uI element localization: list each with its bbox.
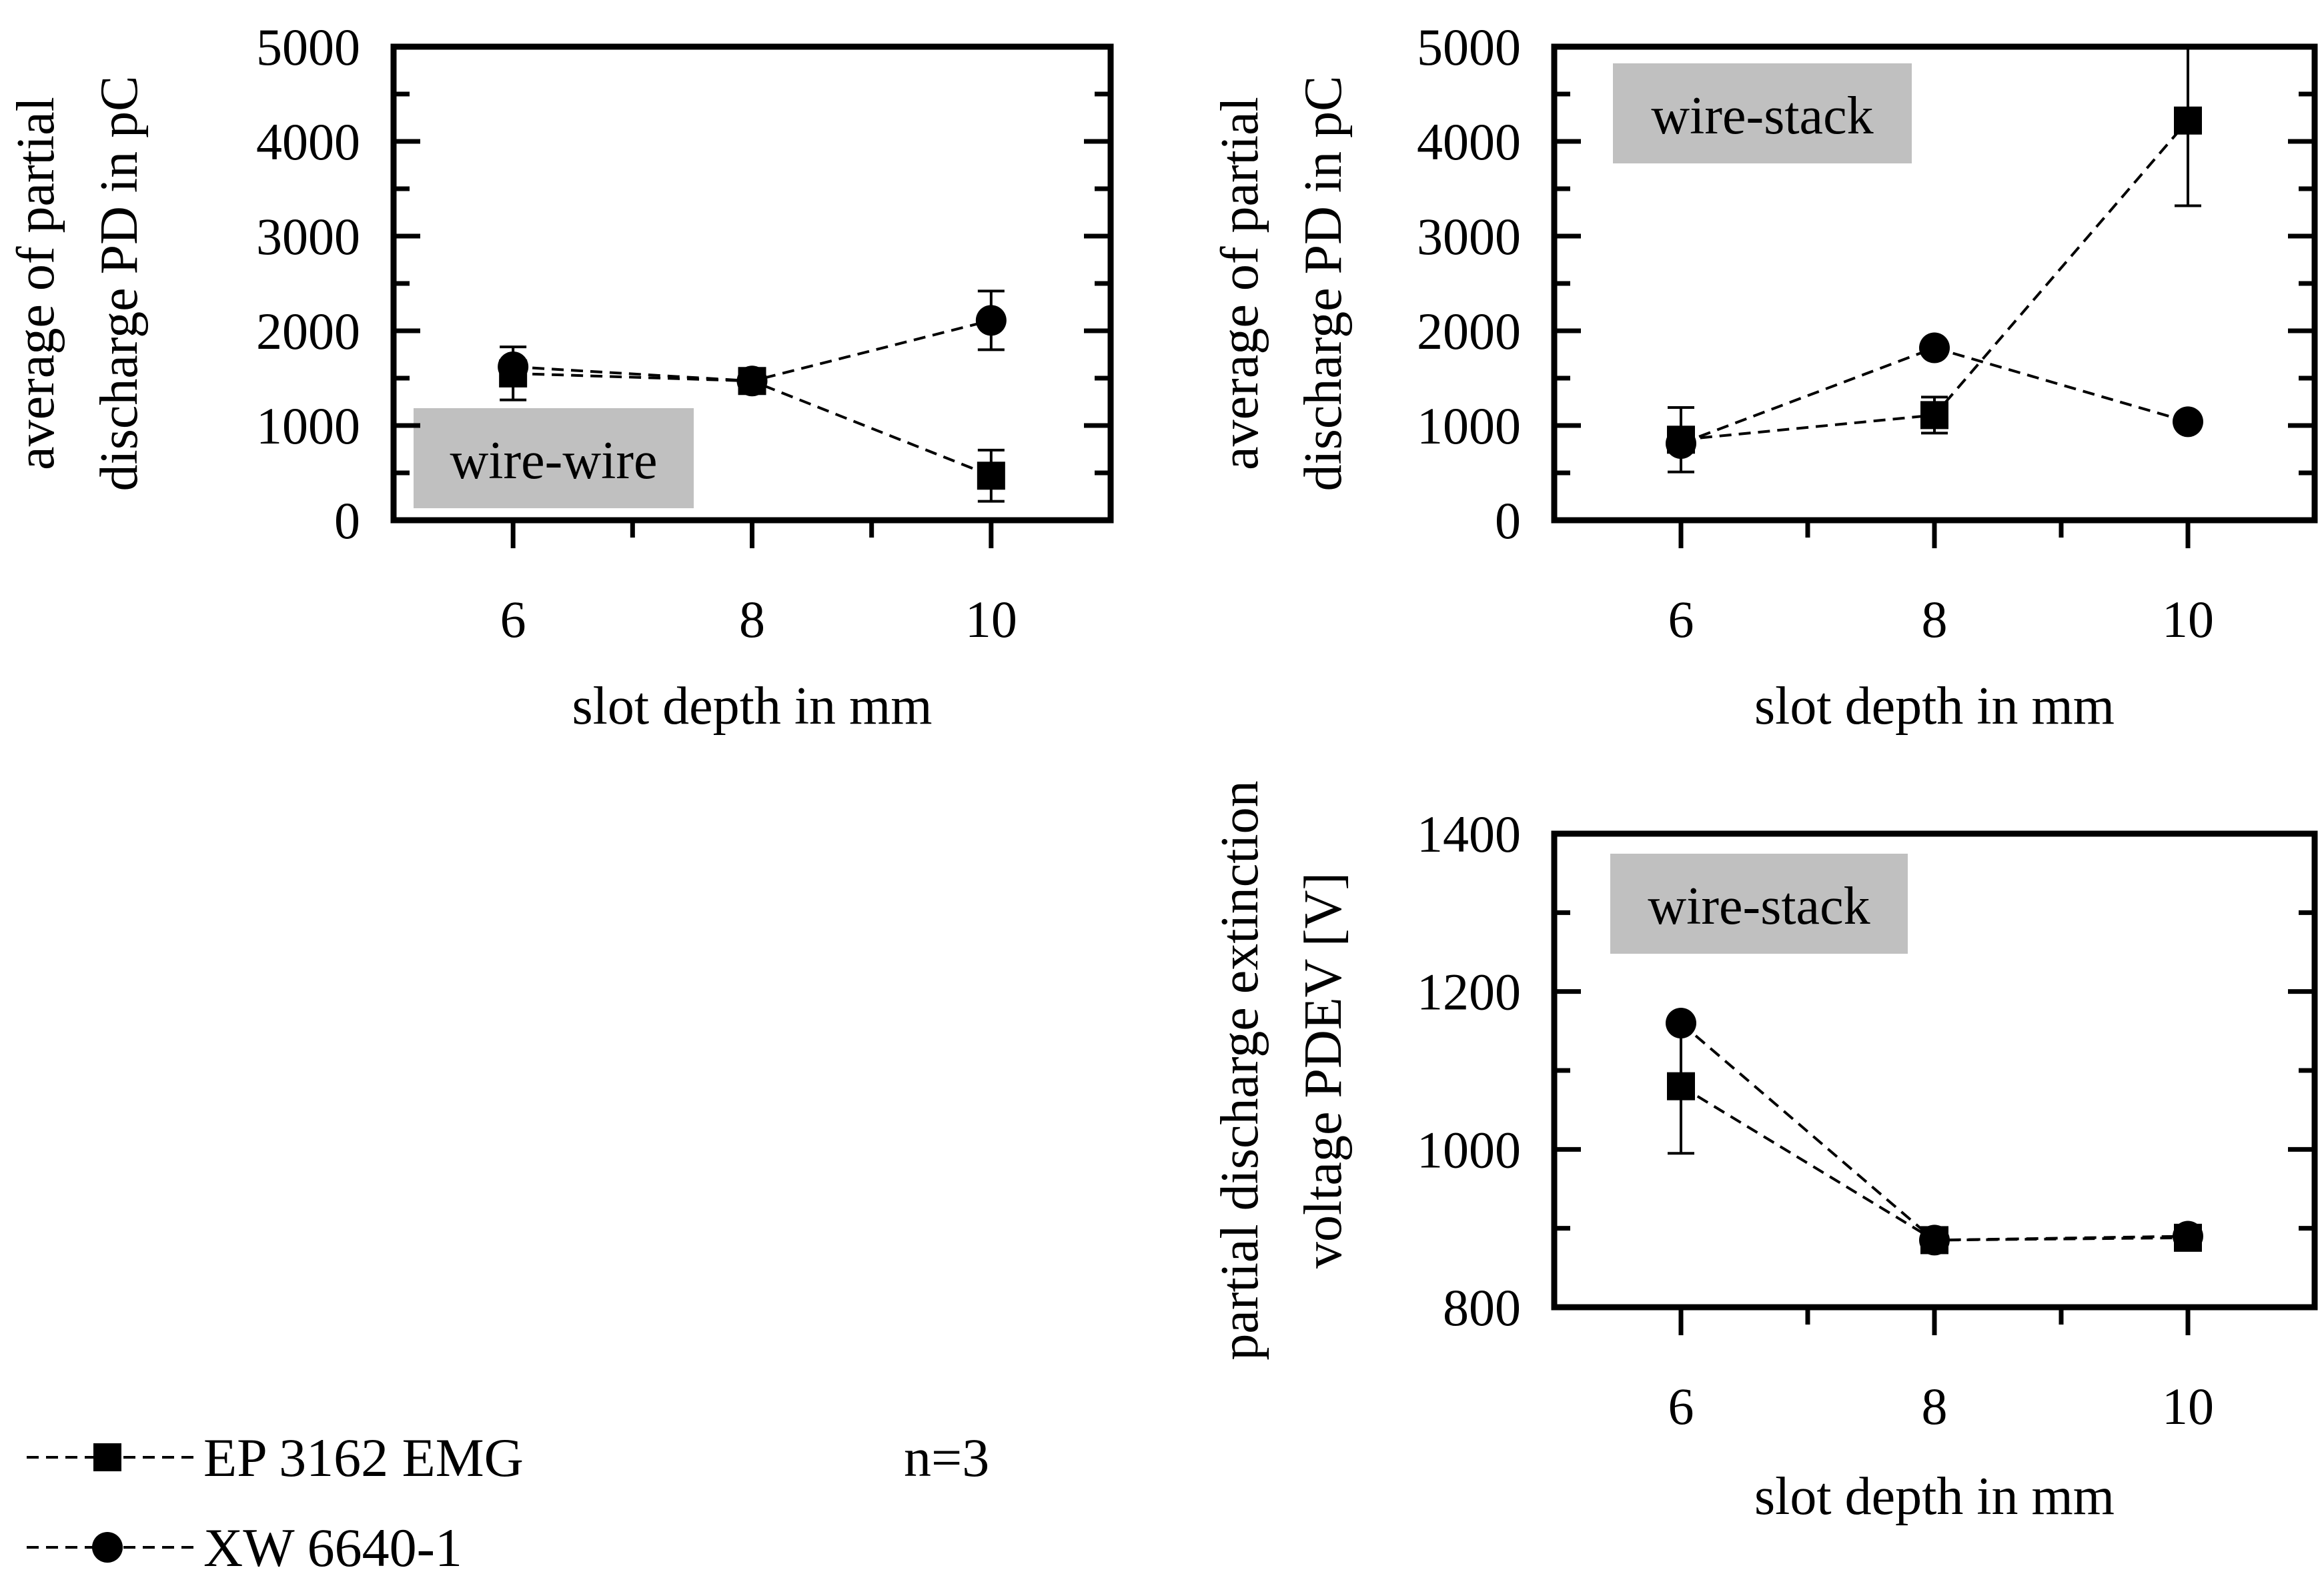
legend-label: XW 6640-1 — [203, 1517, 462, 1572]
legend-entry-square: EP 3162 EMG — [27, 1427, 524, 1488]
y-tick-label: 1200 — [1417, 963, 1521, 1021]
panel-label-box — [414, 408, 694, 508]
y-tick-label: 2000 — [1417, 302, 1521, 360]
y-axis-title-line: voltage PDEV [V] — [1294, 872, 1353, 1269]
y-tick-label: 5000 — [1417, 18, 1521, 76]
y-axis-title-line: partial discharge extinction — [1211, 780, 1269, 1360]
series-line — [1680, 1084, 2189, 1242]
data-point-circle — [1666, 1008, 1696, 1038]
x-tick-label: 8 — [1922, 1377, 1948, 1435]
data-point-circle — [1666, 428, 1696, 459]
panel-label-box — [1613, 63, 1912, 163]
y-tick-label: 4000 — [256, 113, 360, 171]
panel-label: wire-stack — [1648, 877, 1870, 936]
chart-panel-1: wire-wire 0 1000 2000 3000 4000 5000 6 8 10 slot d… — [7, 18, 1114, 736]
data-point-square — [977, 462, 1005, 490]
chart-panel-3: wire-stack 800 1000 1200 1400 6 8 10 slot depth … — [1211, 780, 2318, 1526]
series-circle — [1666, 332, 2203, 459]
y-tick-label: 0 — [334, 492, 360, 550]
legend-entry-circle: XW 6640-1 — [27, 1517, 462, 1572]
data-point-circle — [2173, 1221, 2203, 1252]
data-point-square — [1667, 1072, 1695, 1100]
legend-marker-circle — [92, 1532, 123, 1563]
data-point-circle — [975, 305, 1007, 336]
data-point-circle — [1919, 332, 1950, 363]
series-line — [1680, 119, 2189, 442]
y-axis-title-line: average of partial — [1211, 97, 1269, 470]
data-point-square — [2174, 106, 2202, 135]
y-tick-label: 2000 — [256, 302, 360, 360]
x-tick-label: 10 — [2162, 590, 2214, 648]
legend-label: EP 3162 EMG — [203, 1427, 524, 1488]
x-tick-label: 10 — [2162, 1377, 2214, 1435]
y-tick-label: 1000 — [1417, 1120, 1521, 1178]
data-point-square — [1920, 401, 1948, 430]
x-tick-label: 6 — [500, 590, 526, 648]
x-axis-title: slot depth in mm — [1754, 1467, 2115, 1526]
y-tick-label: 0 — [1495, 492, 1521, 550]
data-point-circle — [2173, 406, 2203, 438]
x-tick-label: 6 — [1668, 1377, 1694, 1435]
sample-size-note: n=3 — [904, 1427, 989, 1488]
panel-label: wire-stack — [1651, 87, 1873, 145]
y-tick-label: 3000 — [256, 207, 360, 265]
y-tick-label: 3000 — [1417, 207, 1521, 265]
data-point-circle — [498, 351, 529, 382]
legend: EP 3162 EMG XW 6640-1 n=3 — [27, 1427, 989, 1572]
series-square — [1667, 1018, 2202, 1255]
data-point-circle — [736, 365, 768, 397]
y-axis-title-line: discharge PD in pC — [1294, 76, 1353, 492]
series-circle — [1666, 1008, 2203, 1256]
y-tick-label: 800 — [1443, 1279, 1521, 1337]
x-axis-title: slot depth in mm — [572, 677, 933, 736]
legend-marker-square — [93, 1443, 121, 1471]
x-tick-label: 8 — [1922, 590, 1948, 648]
series-circle — [498, 289, 1007, 397]
y-tick-label: 1000 — [256, 397, 360, 455]
y-axis-title-line: discharge PD in pC — [90, 76, 149, 492]
x-axis-title: slot depth in mm — [1754, 677, 2115, 736]
panel-label: wire-wire — [450, 432, 658, 490]
y-tick-label: 5000 — [256, 18, 360, 76]
y-tick-label: 4000 — [1417, 113, 1521, 171]
x-tick-label: 8 — [739, 590, 765, 648]
y-tick-label: 1400 — [1417, 805, 1521, 863]
x-tick-label: 10 — [965, 590, 1017, 648]
chart-panel-2: wire-stack 0 1000 2000 3000 4000 5000 6 8 10 slot … — [1211, 18, 2318, 736]
panel-label-box — [1610, 854, 1908, 954]
data-point-circle — [1919, 1225, 1950, 1256]
x-tick-label: 6 — [1668, 590, 1694, 648]
y-axis-title-line: average of partial — [7, 97, 65, 470]
y-tick-label: 1000 — [1417, 397, 1521, 455]
